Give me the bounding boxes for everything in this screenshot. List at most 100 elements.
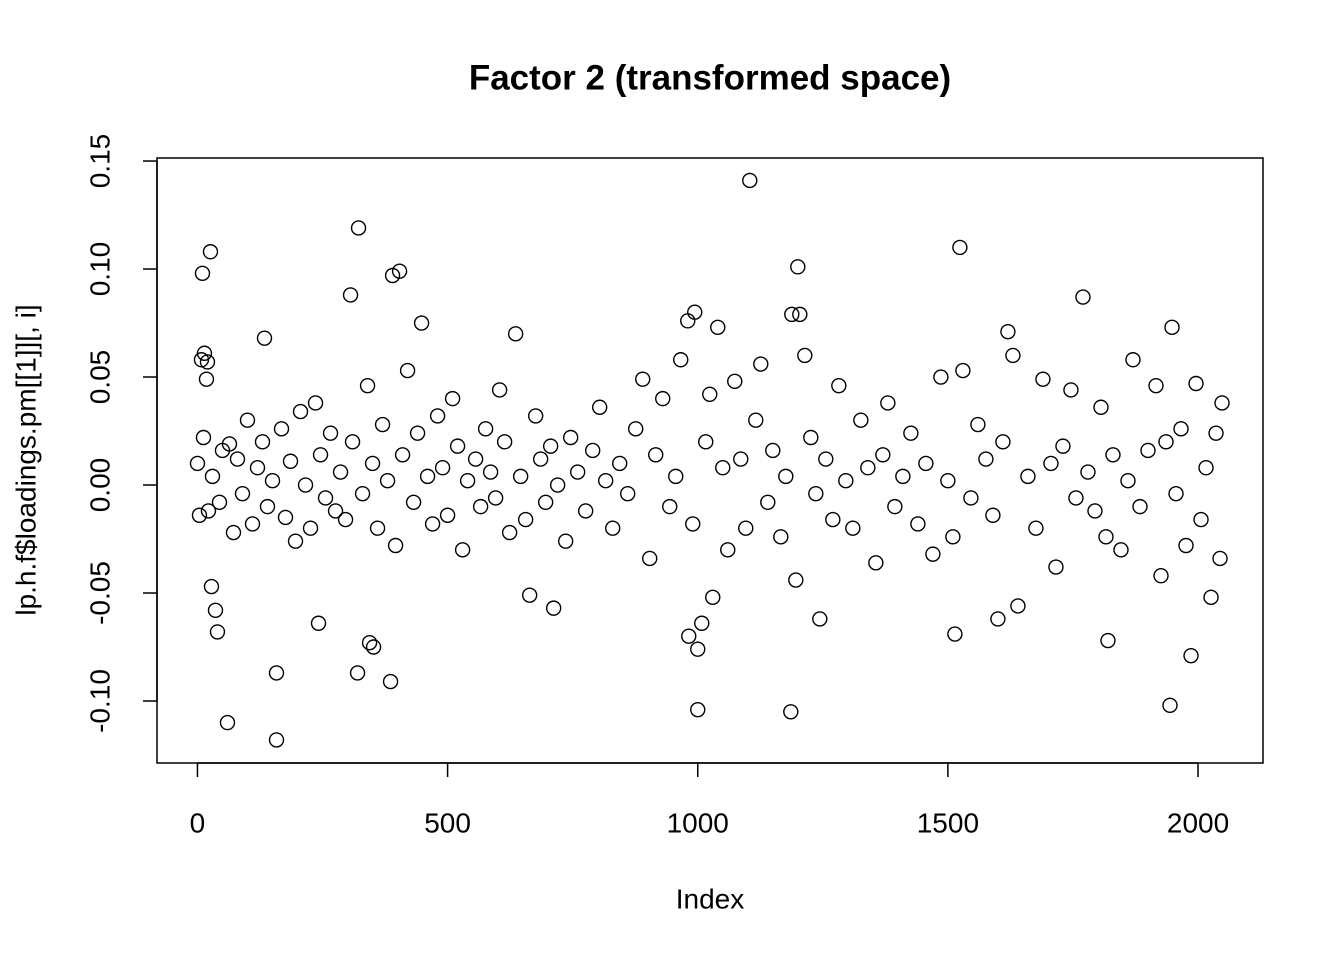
point	[808, 485, 824, 502]
point	[229, 451, 246, 467]
point	[225, 524, 242, 541]
x-tick-label: 1000	[667, 807, 729, 838]
point	[662, 498, 678, 515]
point	[439, 507, 456, 523]
point	[733, 451, 749, 467]
point	[720, 542, 736, 558]
point	[211, 494, 228, 510]
point	[687, 304, 703, 320]
point	[472, 498, 489, 515]
point	[655, 390, 671, 407]
point	[198, 371, 215, 387]
point	[868, 555, 884, 571]
point	[702, 386, 718, 402]
point	[365, 639, 382, 655]
point	[831, 377, 847, 394]
y-tick-label: 0.00	[84, 458, 115, 513]
point	[778, 468, 794, 485]
point	[1005, 347, 1021, 364]
point	[292, 403, 309, 420]
point	[715, 460, 731, 476]
point	[947, 626, 963, 642]
point	[818, 451, 834, 467]
point	[350, 220, 367, 236]
point	[202, 244, 219, 260]
point	[1148, 377, 1164, 394]
point	[685, 516, 701, 532]
point	[399, 362, 416, 379]
point	[482, 464, 499, 480]
point	[239, 412, 256, 428]
point	[1020, 468, 1036, 485]
point	[287, 533, 304, 549]
point	[690, 701, 706, 718]
point	[199, 354, 216, 370]
point	[369, 520, 386, 536]
point	[887, 498, 903, 515]
point	[1075, 289, 1091, 305]
point	[698, 434, 714, 450]
y-tick-label: 0.15	[84, 134, 115, 189]
point	[1105, 447, 1121, 463]
point	[903, 425, 919, 441]
point	[680, 313, 696, 329]
point	[760, 494, 776, 510]
point	[467, 451, 484, 467]
point	[424, 516, 441, 532]
point	[783, 704, 799, 720]
point	[382, 673, 399, 690]
point	[234, 485, 251, 502]
point	[310, 615, 327, 631]
point	[429, 408, 446, 424]
point	[562, 429, 579, 446]
point	[277, 509, 294, 526]
point	[344, 434, 361, 450]
point	[444, 390, 461, 407]
point	[542, 438, 559, 454]
point	[394, 447, 411, 463]
point	[282, 453, 299, 469]
point	[203, 578, 220, 595]
point	[1113, 542, 1129, 558]
point	[727, 373, 743, 390]
point	[521, 587, 538, 603]
point	[487, 490, 504, 506]
point	[838, 472, 854, 489]
point	[918, 455, 934, 472]
x-tick-label: 1500	[917, 807, 979, 838]
point	[501, 524, 518, 541]
point	[434, 460, 451, 476]
y-axis-label: lp.h.f$loadings.pm[[1]][, i]	[10, 304, 41, 615]
point	[788, 572, 804, 588]
point	[196, 345, 213, 361]
point	[1153, 568, 1169, 584]
point	[254, 434, 271, 450]
x-tick-label: 500	[424, 807, 471, 838]
point	[409, 425, 426, 441]
x-tick-label: 2000	[1167, 807, 1229, 838]
point	[322, 425, 339, 441]
point	[459, 472, 476, 489]
point	[1188, 375, 1204, 392]
point	[361, 634, 378, 651]
point	[620, 485, 636, 502]
point	[635, 371, 651, 387]
point	[413, 315, 430, 331]
point	[349, 665, 366, 681]
point	[1173, 421, 1189, 437]
point	[792, 306, 808, 323]
point	[359, 377, 376, 394]
point	[753, 356, 769, 372]
point	[875, 447, 891, 463]
point	[1183, 647, 1199, 664]
point	[517, 511, 534, 528]
point	[1140, 442, 1156, 459]
point	[327, 503, 344, 519]
point	[512, 468, 529, 485]
point	[1208, 425, 1224, 441]
point	[209, 624, 226, 640]
point	[803, 429, 819, 446]
point	[694, 615, 710, 631]
point	[1132, 498, 1148, 515]
